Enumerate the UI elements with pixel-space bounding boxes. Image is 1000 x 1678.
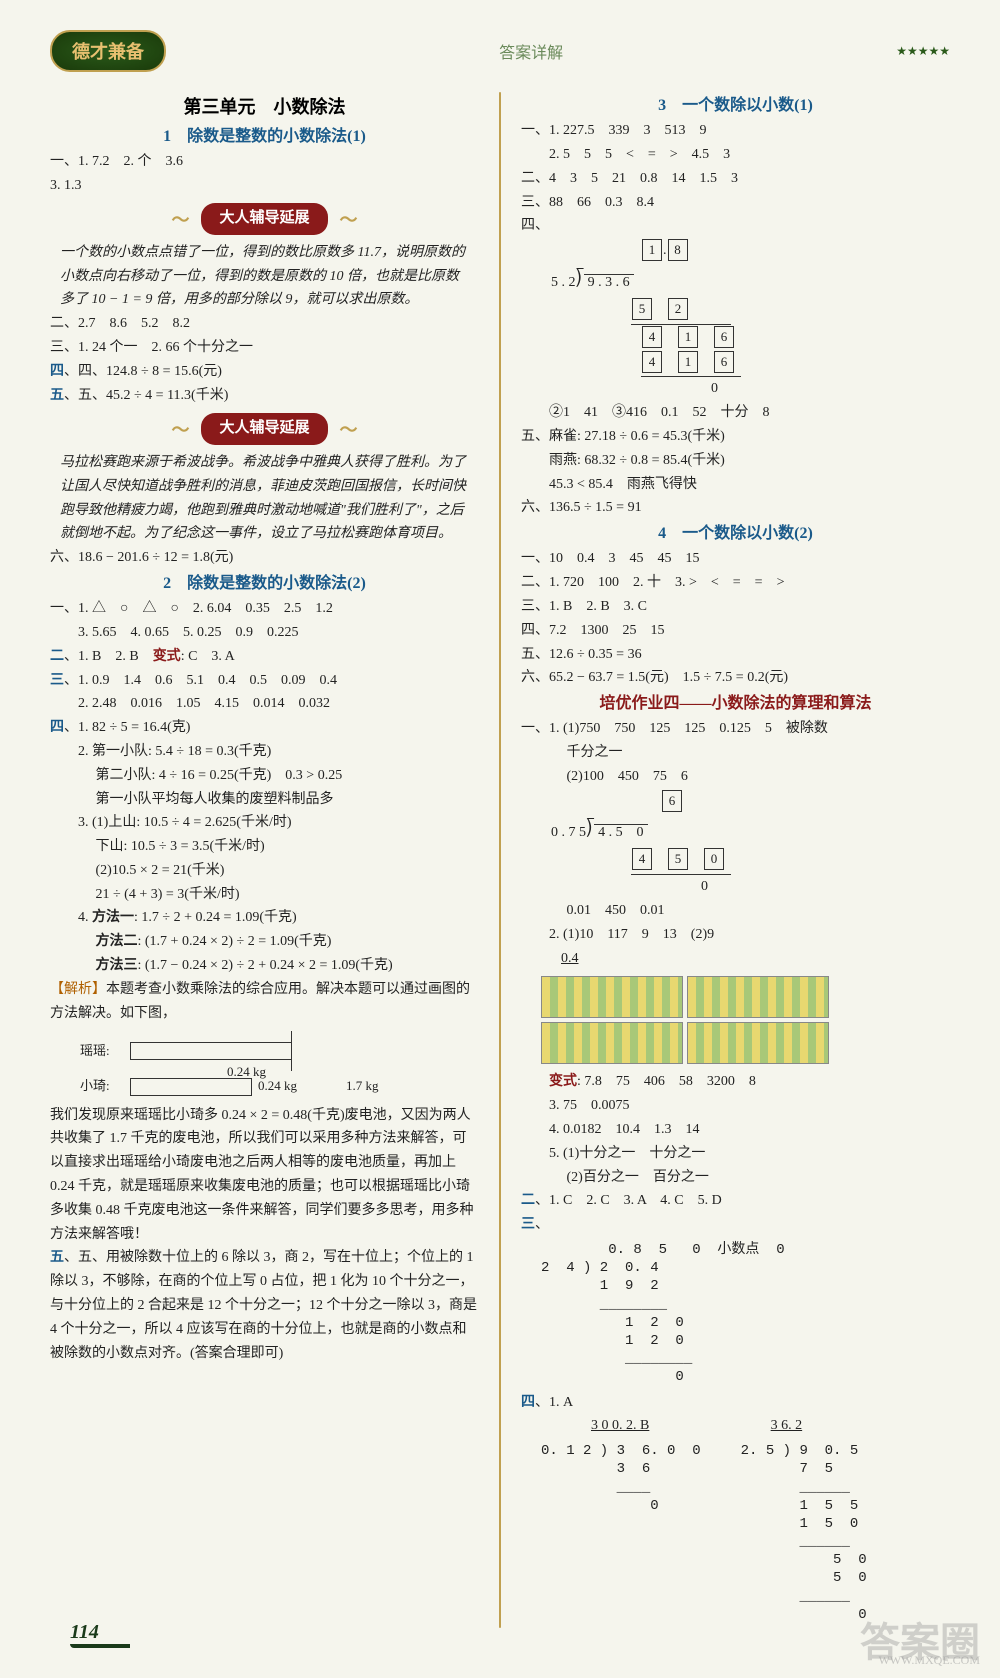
line-five: 五、五、用被除数十位上的 6 除以 3，商 2，写在十位上；个位上的 1 除以 … [50,1246,479,1365]
line: (2)10.5 × 2 = 21(千米) [50,859,479,883]
line: 四、1. A [521,1391,950,1415]
line: 一、1. 7.2 2. 个 3.6 [50,150,479,174]
long-division-4a: 0. 1 2 ) 3 6. 0 0 3 6 ____ 0 [541,1442,701,1515]
line: 五、12.6 ÷ 0.35 = 36 [521,643,950,667]
tutor-body-1: 一个数的小数点点错了一位，得到的数比原数多 11.7，说明原数的小数点向右移动了… [50,241,479,312]
tutor-label: 大人辅导延展 [201,413,327,445]
line: 三、1. B 2. B 3. C [521,595,950,619]
stars-icon: ★★★★★ [896,44,950,59]
line: 4. 方法一: 1.7 ÷ 2 + 0.24 = 1.09(千克) [50,906,479,930]
tutor-banner: 大人辅导延展 [50,203,479,235]
line: 六、136.5 ÷ 1.5 = 91 [521,496,950,520]
line: 2. 5 5 5 < = > 4.5 3 [521,143,950,167]
line: 二、1. 720 100 2. 十 3. > < = = > [521,571,950,595]
line: ②1 41 ③416 0.1 52 十分 8 [521,401,950,425]
line: 五、麻雀: 27.18 ÷ 0.6 = 45.3(千米) [521,425,950,449]
section-3-title: 3 一个数除以小数(1) [521,92,950,119]
right-column: 3 一个数除以小数(1) 一、1. 227.5 339 3 513 9 2. 5… [521,92,950,1628]
line: 0.01 450 0.01 [521,899,950,923]
explain: 我们发现原来瑶瑶比小琦多 0.24 × 2 = 0.48(千克)废电池，又因为两… [50,1104,479,1247]
grid-diagram [541,976,950,1064]
watermark-url: WWW.MXQE.COM [878,1653,980,1668]
header-title: 答案详解 [499,39,563,63]
div4b-label: 3 6. 2 [771,1414,867,1438]
line: 一、1. △ ○ △ ○ 2. 6.04 0.35 2.5 1.2 [50,597,479,621]
line: 三、88 66 0.3 8.4 [521,191,950,215]
long-division-3: 0. 8 5 0 小数点 0 2 4 ) 2 0. 4 1 9 2 ______… [541,1241,950,1387]
line: 2. 第一小队: 5.4 ÷ 18 = 0.3(千克) [50,740,479,764]
line: 二、2.7 8.6 5.2 8.2 [50,312,479,336]
tutor-label: 大人辅导延展 [201,203,327,235]
line: 千分之一 [521,741,950,765]
line: 一、1. 227.5 339 3 513 9 [521,119,950,143]
unit-title: 第三单元 小数除法 [50,92,479,123]
line: 二、1. B 2. B 变式: C 3. A [50,645,479,669]
line: 21 ÷ (4 + 3) = 3(千米/时) [50,883,479,907]
line: 一、10 0.4 3 45 45 15 [521,547,950,571]
line: 下山: 10.5 ÷ 3 = 3.5(千米/时) [50,835,479,859]
line: 六、65.2 − 63.7 = 1.5(元) 1.5 ÷ 7.5 = 0.2(元… [521,666,950,690]
line: 45.3 < 85.4 雨燕飞得快 [521,473,950,497]
line: 3. (1)上山: 10.5 ÷ 4 = 2.625(千米/时) [50,811,479,835]
line: 四、四、124.8 ÷ 8 = 15.6(元) [50,360,479,384]
analysis: 【解析】本题考查小数乘除法的综合应用。解决本题可以通过画图的方法解决。如下图， [50,978,479,1026]
div4a-label: 3 0 0. 2. B [591,1414,701,1438]
tutor-body-2: 马拉松赛跑来源于希波战争。希波战争中雅典人获得了胜利。为了让国人尽快知道战争胜利… [50,451,479,546]
section-4-title: 4 一个数除以小数(2) [521,520,950,547]
line: 五、五、45.2 ÷ 4 = 11.3(千米) [50,384,479,408]
line: 5. (1)十分之一 十分之一 [521,1142,950,1166]
section-1-title: 1 除数是整数的小数除法(1) [50,123,479,150]
column-divider [499,92,501,1628]
line: 雨燕: 68.32 ÷ 0.8 = 85.4(千米) [521,449,950,473]
line: 第二小队: 4 ÷ 16 = 0.25(千克) 0.3 > 0.25 [50,764,479,788]
line: 2. 2.48 0.016 1.05 4.15 0.014 0.032 [50,692,479,716]
page-number: 114 [70,1621,130,1648]
line: 3. 5.65 4. 0.65 5. 0.25 0.9 0.225 [50,621,479,645]
line: 三、1. 0.9 1.4 0.6 5.1 0.4 0.5 0.09 0.4 [50,669,479,693]
top-bar: 德才兼备 答案详解 ★★★★★ [50,30,950,72]
badge-left: 德才兼备 [50,30,166,72]
left-column: 第三单元 小数除法 1 除数是整数的小数除法(1) 一、1. 7.2 2. 个 … [50,92,479,1628]
line: 一、1. (1)750 750 125 125 0.125 5 被除数 [521,717,950,741]
line: 2. (1)10 117 9 13 (2)9 [521,923,950,947]
line: 3. 75 0.0075 [521,1094,950,1118]
line: 三、 [521,1213,950,1237]
line: 四、7.2 1300 25 15 [521,619,950,643]
line: 六、18.6 − 201.6 ÷ 12 = 1.8(元) [50,546,479,570]
line: (2)100 450 75 6 [521,765,950,789]
section-2-title: 2 除数是整数的小数除法(2) [50,570,479,597]
tutor-banner: 大人辅导延展 [50,413,479,445]
line: 变式: 7.8 75 406 58 3200 8 [521,1070,950,1094]
long-division-1: 1.8 5 . 2⟌9 . 3 . 6 5 2 4 1 6 4 1 6 0 [551,238,950,401]
line: 四、1. 82 ÷ 5 = 16.4(克) [50,716,479,740]
line: 方法三: (1.7 − 0.24 × 2) ÷ 2 + 0.24 × 2 = 1… [50,954,479,978]
line: 方法二: (1.7 + 0.24 × 2) ÷ 2 = 1.09(千克) [50,930,479,954]
line: 4. 0.0182 10.4 1.3 14 [521,1118,950,1142]
long-division-2: 6 0 . 7 5⟌4 . 5 0 4 5 0 0 [551,789,950,899]
line: 四、 [521,214,950,238]
line: 三、1. 24 个一 2. 66 个十分之一 [50,336,479,360]
badge-right: ★★★★★ [896,44,950,59]
line: 二、1. C 2. C 3. A 4. C 5. D [521,1189,950,1213]
label-04: 0.4 [561,947,950,971]
long-division-4b: 2. 5 ) 9 0. 5 7 5 ______ 1 5 5 1 5 0 ___… [741,1442,867,1624]
line: (2)百分之一 百分之一 [521,1166,950,1190]
line: 3. 1.3 [50,174,479,198]
line: 第一小队平均每人收集的废塑料制品多 [50,788,479,812]
peiyou-title: 培优作业四——小数除法的算理和算法 [521,690,950,717]
bar-diagram: 瑶瑶: 小琦: 0.24 kg 0.24 kg 1.7 kg [80,1031,479,1097]
line: 二、4 3 5 21 0.8 14 1.5 3 [521,167,950,191]
